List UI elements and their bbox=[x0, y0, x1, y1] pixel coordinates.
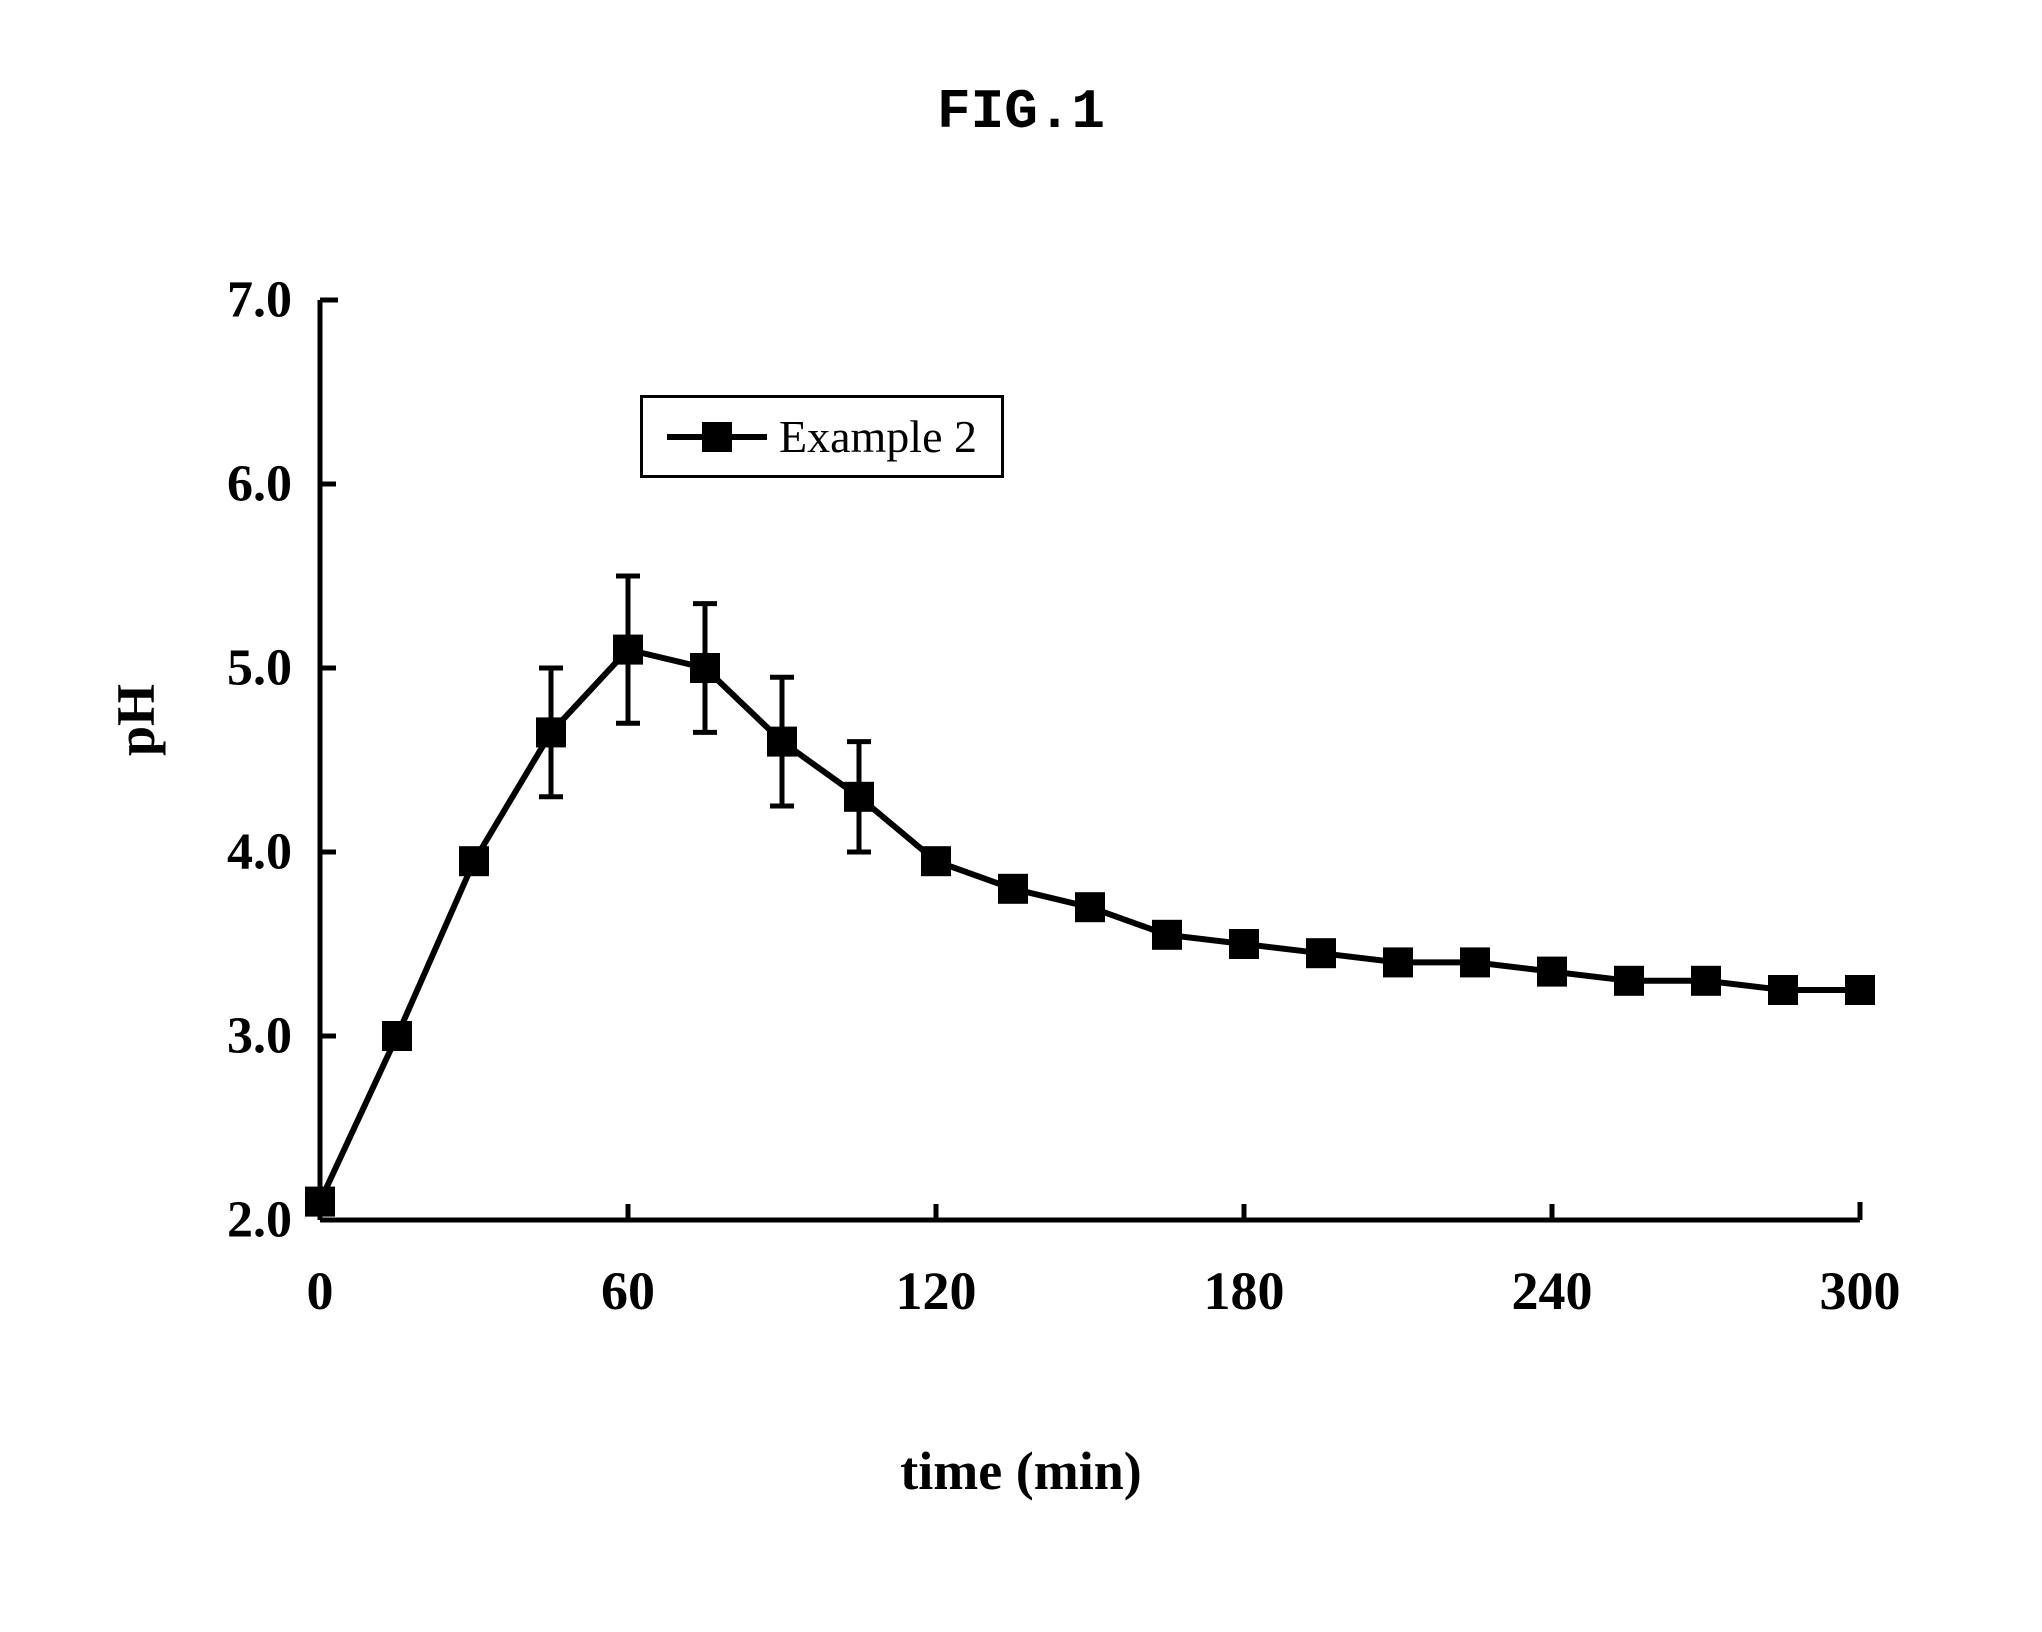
y-tick-label: 4.0 bbox=[227, 823, 292, 882]
x-tick-label: 120 bbox=[896, 1260, 977, 1322]
y-tick-label: 5.0 bbox=[227, 639, 292, 698]
y-tick-label: 6.0 bbox=[227, 455, 292, 514]
x-tick-label: 180 bbox=[1204, 1260, 1285, 1322]
x-tick-label: 300 bbox=[1820, 1260, 1901, 1322]
chart-svg bbox=[0, 0, 2042, 1632]
y-tick-label: 2.0 bbox=[227, 1191, 292, 1250]
legend-label: Example 2 bbox=[779, 410, 977, 463]
y-tick-label: 7.0 bbox=[227, 271, 292, 330]
y-tick-label: 3.0 bbox=[227, 1007, 292, 1066]
x-axis-label: time (min) bbox=[900, 1440, 1141, 1502]
legend: Example 2 bbox=[640, 395, 1004, 478]
x-tick-label: 0 bbox=[307, 1260, 334, 1322]
x-tick-label: 60 bbox=[601, 1260, 655, 1322]
x-tick-label: 240 bbox=[1512, 1260, 1593, 1322]
figure-container: FIG.1 pH 2.03.04.05.06.07.0 060120180240… bbox=[0, 0, 2042, 1632]
legend-marker-icon bbox=[667, 417, 767, 457]
